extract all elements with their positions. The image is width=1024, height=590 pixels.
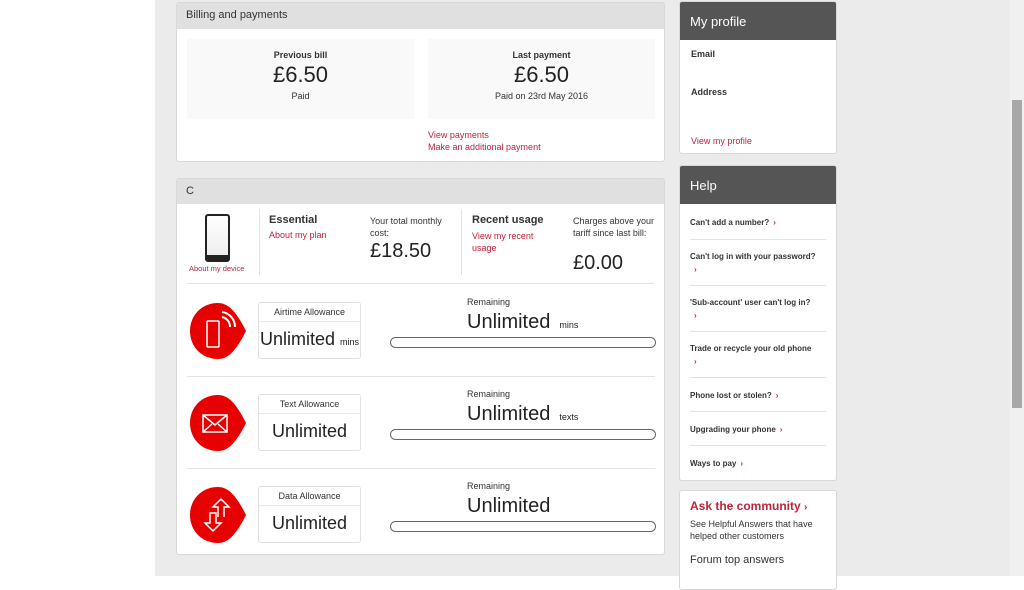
plan-title: C bbox=[177, 179, 664, 204]
remaining-value: Unlimited bbox=[467, 403, 551, 425]
monthly-cost-label: Your total monthly cost: bbox=[370, 216, 442, 238]
billing-card: Billing and payments Previous bill £6.50… bbox=[176, 2, 665, 162]
last-payment-box: Last payment £6.50 Paid on 23rd May 2016 bbox=[428, 39, 655, 119]
charges-amount: £0.00 bbox=[573, 252, 624, 274]
allowance-label: Data Allowance bbox=[259, 487, 360, 506]
view-payments-link[interactable]: View payments bbox=[428, 130, 489, 140]
allowance-label: Airtime Allowance bbox=[259, 303, 360, 322]
community-text: See Helpful Answers that have helped oth… bbox=[690, 519, 813, 541]
allowance-value: Unlimited bbox=[271, 421, 348, 441]
billing-title: Billing and payments bbox=[177, 3, 664, 29]
allowance-unit: mins bbox=[340, 337, 360, 347]
monthly-cost: £18.50 bbox=[370, 240, 432, 262]
profile-title: My profile bbox=[680, 2, 836, 40]
recent-usage-link[interactable]: View my recent usage bbox=[472, 231, 534, 253]
last-payment-status: Paid on 23rd May 2016 bbox=[494, 91, 589, 101]
last-payment-amount: £6.50 bbox=[513, 62, 570, 87]
help-item[interactable]: Phone lost or stolen? › bbox=[690, 378, 826, 412]
community-card: Ask the community › See Helpful Answers … bbox=[679, 490, 837, 590]
previous-bill-box: Previous bill £6.50 Paid bbox=[187, 39, 414, 119]
airtime-allowance-box: Airtime Allowance Unlimited mins bbox=[258, 302, 361, 359]
help-item[interactable]: Upgrading your phone › bbox=[690, 412, 826, 446]
additional-payment-link[interactable]: Make an additional payment bbox=[428, 142, 541, 152]
plan-card: C About my device Essential About my pla… bbox=[176, 178, 665, 555]
remaining-value: Unlimited bbox=[467, 311, 551, 333]
allowance-label: Text Allowance bbox=[259, 395, 360, 414]
data-arrows-icon bbox=[190, 487, 246, 543]
profile-card: My profile Email Address View my profile bbox=[679, 1, 837, 154]
remaining-label: Remaining bbox=[467, 389, 511, 399]
scrollbar-thumb[interactable] bbox=[1012, 100, 1022, 408]
help-item[interactable]: Can't add a number? › bbox=[690, 204, 826, 240]
remaining-label: Remaining bbox=[467, 297, 511, 307]
remaining-unit: mins bbox=[559, 320, 579, 330]
allowance-row-airtime: Airtime Allowance Unlimited mins Remainin… bbox=[177, 285, 664, 377]
community-title[interactable]: Ask the community › bbox=[690, 499, 808, 513]
usage-bar bbox=[390, 337, 656, 348]
help-item[interactable]: Trade or recycle your old phone › bbox=[690, 332, 826, 378]
email-label: Email bbox=[691, 49, 716, 59]
data-allowance-box: Data Allowance Unlimited bbox=[258, 486, 361, 543]
view-profile-link[interactable]: View my profile bbox=[691, 136, 752, 146]
last-payment-label: Last payment bbox=[512, 50, 571, 60]
help-item[interactable]: 'Sub-account' user can't log in? › bbox=[690, 286, 826, 332]
previous-bill-amount: £6.50 bbox=[272, 62, 329, 87]
help-title: Help bbox=[680, 166, 836, 204]
remaining-value: Unlimited bbox=[467, 495, 551, 517]
help-card: Help Can't add a number? › Can't log in w… bbox=[679, 165, 837, 481]
recent-usage-title: Recent usage bbox=[472, 214, 544, 226]
envelope-icon bbox=[190, 395, 246, 451]
scrollbar[interactable] bbox=[1010, 0, 1024, 576]
remaining-label: Remaining bbox=[467, 481, 511, 491]
allowance-row-text: Text Allowance Unlimited Remaining Unlimi… bbox=[177, 377, 664, 469]
usage-bar bbox=[390, 521, 656, 532]
allowance-value: Unlimited bbox=[271, 513, 348, 533]
remaining-unit: texts bbox=[559, 412, 579, 422]
allowance-row-data: Data Allowance Unlimited Remaining Unlimi… bbox=[177, 469, 664, 554]
about-device-link[interactable]: About my device bbox=[189, 264, 245, 273]
plan-name: Essential bbox=[269, 214, 318, 226]
previous-bill-label: Previous bill bbox=[273, 50, 328, 60]
previous-bill-status: Paid bbox=[291, 91, 310, 101]
help-item[interactable]: Ways to pay › bbox=[690, 459, 744, 468]
allowance-value: Unlimited bbox=[259, 329, 335, 349]
about-plan-link[interactable]: About my plan bbox=[269, 230, 327, 240]
help-item[interactable]: Can't log in with your password? › bbox=[690, 240, 826, 286]
address-label: Address bbox=[691, 87, 728, 97]
text-allowance-box: Text Allowance Unlimited bbox=[258, 394, 361, 451]
charges-label: Charges above your tariff since last bil… bbox=[573, 216, 655, 238]
device-icon bbox=[205, 214, 230, 262]
usage-bar bbox=[390, 429, 656, 440]
forum-top-answers[interactable]: Forum top answers bbox=[690, 554, 785, 566]
phone-signal-icon bbox=[190, 303, 246, 359]
